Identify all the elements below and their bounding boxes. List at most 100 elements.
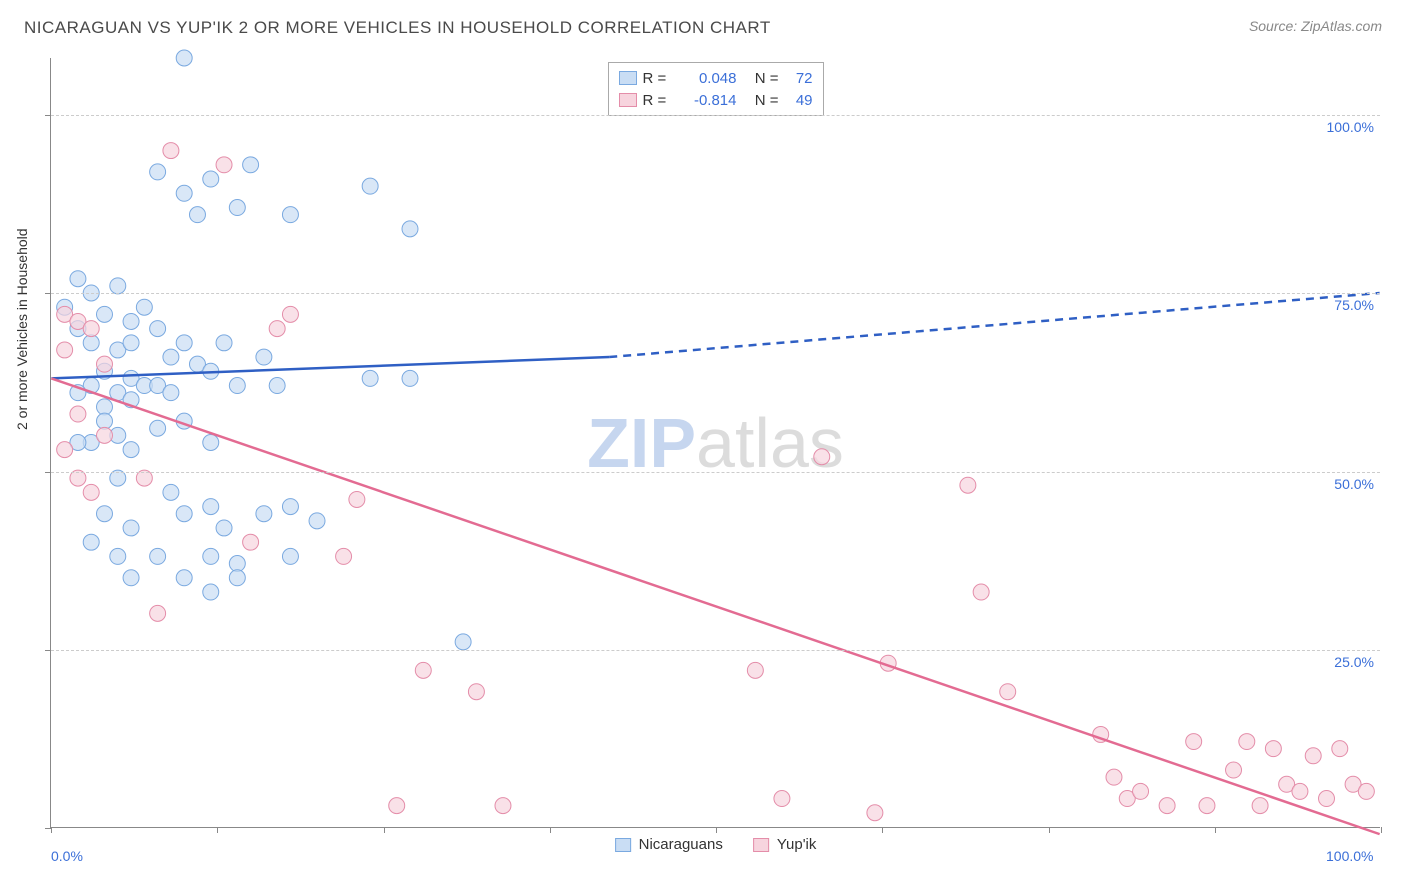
- data-point: [1159, 798, 1175, 814]
- data-point: [1319, 791, 1335, 807]
- data-point: [176, 570, 192, 586]
- data-point: [150, 548, 166, 564]
- gridline: [51, 115, 1380, 116]
- data-point: [176, 50, 192, 66]
- legend-swatch: [615, 838, 631, 852]
- data-point: [203, 171, 219, 187]
- scatter-plot: [51, 58, 1380, 827]
- legend-label: Nicaraguans: [639, 836, 723, 853]
- data-point: [163, 349, 179, 365]
- x-tick: [550, 827, 551, 833]
- data-point: [774, 791, 790, 807]
- data-point: [123, 570, 139, 586]
- y-tick-label: 50.0%: [1334, 476, 1374, 492]
- r-value: 0.048: [677, 70, 737, 87]
- data-point: [189, 207, 205, 223]
- source-prefix: Source:: [1249, 18, 1301, 34]
- r-label: R =: [643, 70, 671, 87]
- data-point: [495, 798, 511, 814]
- data-point: [282, 499, 298, 515]
- chart-area: ZIPatlas R =0.048N =72R =-0.814N =49 Nic…: [50, 58, 1380, 828]
- y-tick-label: 100.0%: [1327, 119, 1374, 135]
- data-point: [1106, 769, 1122, 785]
- data-point: [1239, 734, 1255, 750]
- data-point: [747, 662, 763, 678]
- y-tick: [45, 115, 51, 116]
- data-point: [1186, 734, 1202, 750]
- data-point: [123, 313, 139, 329]
- data-point: [163, 484, 179, 500]
- data-point: [136, 299, 152, 315]
- data-point: [336, 548, 352, 564]
- legend-item: Nicaraguans: [615, 836, 723, 853]
- data-point: [110, 548, 126, 564]
- data-point: [1332, 741, 1348, 757]
- data-point: [163, 385, 179, 401]
- data-point: [203, 584, 219, 600]
- data-point: [150, 420, 166, 436]
- legend-item: Yup'ik: [753, 836, 817, 853]
- y-axis-label: 2 or more Vehicles in Household: [14, 228, 30, 430]
- data-point: [309, 513, 325, 529]
- data-point: [57, 442, 73, 458]
- chart-title: NICARAGUAN VS YUP'IK 2 OR MORE VEHICLES …: [24, 18, 771, 38]
- legend-swatch: [619, 93, 637, 107]
- data-point: [402, 370, 418, 386]
- gridline: [51, 293, 1380, 294]
- x-tick: [384, 827, 385, 833]
- data-point: [216, 520, 232, 536]
- x-tick-label: 100.0%: [1326, 848, 1373, 864]
- data-point: [415, 662, 431, 678]
- trend-line: [51, 378, 1379, 834]
- legend-stat-row: R =0.048N =72: [619, 67, 813, 89]
- data-point: [269, 321, 285, 337]
- data-point: [97, 506, 113, 522]
- data-point: [216, 335, 232, 351]
- data-point: [97, 306, 113, 322]
- data-point: [468, 684, 484, 700]
- data-point: [1358, 783, 1374, 799]
- source-site: ZipAtlas.com: [1301, 18, 1382, 34]
- data-point: [83, 484, 99, 500]
- data-point: [229, 378, 245, 394]
- data-point: [973, 584, 989, 600]
- data-point: [176, 506, 192, 522]
- data-point: [123, 520, 139, 536]
- data-point: [150, 164, 166, 180]
- y-tick-label: 25.0%: [1334, 654, 1374, 670]
- gridline: [51, 472, 1380, 473]
- data-point: [269, 378, 285, 394]
- data-point: [282, 548, 298, 564]
- data-point: [70, 271, 86, 287]
- data-point: [176, 185, 192, 201]
- data-point: [814, 449, 830, 465]
- data-point: [150, 321, 166, 337]
- data-point: [1000, 684, 1016, 700]
- data-point: [1252, 798, 1268, 814]
- data-point: [867, 805, 883, 821]
- data-point: [256, 506, 272, 522]
- legend-stats: R =0.048N =72R =-0.814N =49: [608, 62, 824, 116]
- data-point: [110, 278, 126, 294]
- data-point: [97, 427, 113, 443]
- x-tick: [51, 827, 52, 833]
- data-point: [960, 477, 976, 493]
- data-point: [362, 178, 378, 194]
- y-tick: [45, 472, 51, 473]
- legend-swatch: [753, 838, 769, 852]
- data-point: [203, 435, 219, 451]
- x-tick: [1215, 827, 1216, 833]
- data-point: [163, 143, 179, 159]
- n-value: 49: [785, 92, 813, 109]
- data-point: [389, 798, 405, 814]
- data-point: [282, 207, 298, 223]
- data-point: [1265, 741, 1281, 757]
- data-point: [203, 499, 219, 515]
- legend-swatch: [619, 71, 637, 85]
- x-tick: [1049, 827, 1050, 833]
- header: NICARAGUAN VS YUP'IK 2 OR MORE VEHICLES …: [0, 0, 1406, 48]
- trend-line: [51, 357, 609, 378]
- n-value: 72: [785, 70, 813, 87]
- x-tick: [217, 827, 218, 833]
- data-point: [203, 548, 219, 564]
